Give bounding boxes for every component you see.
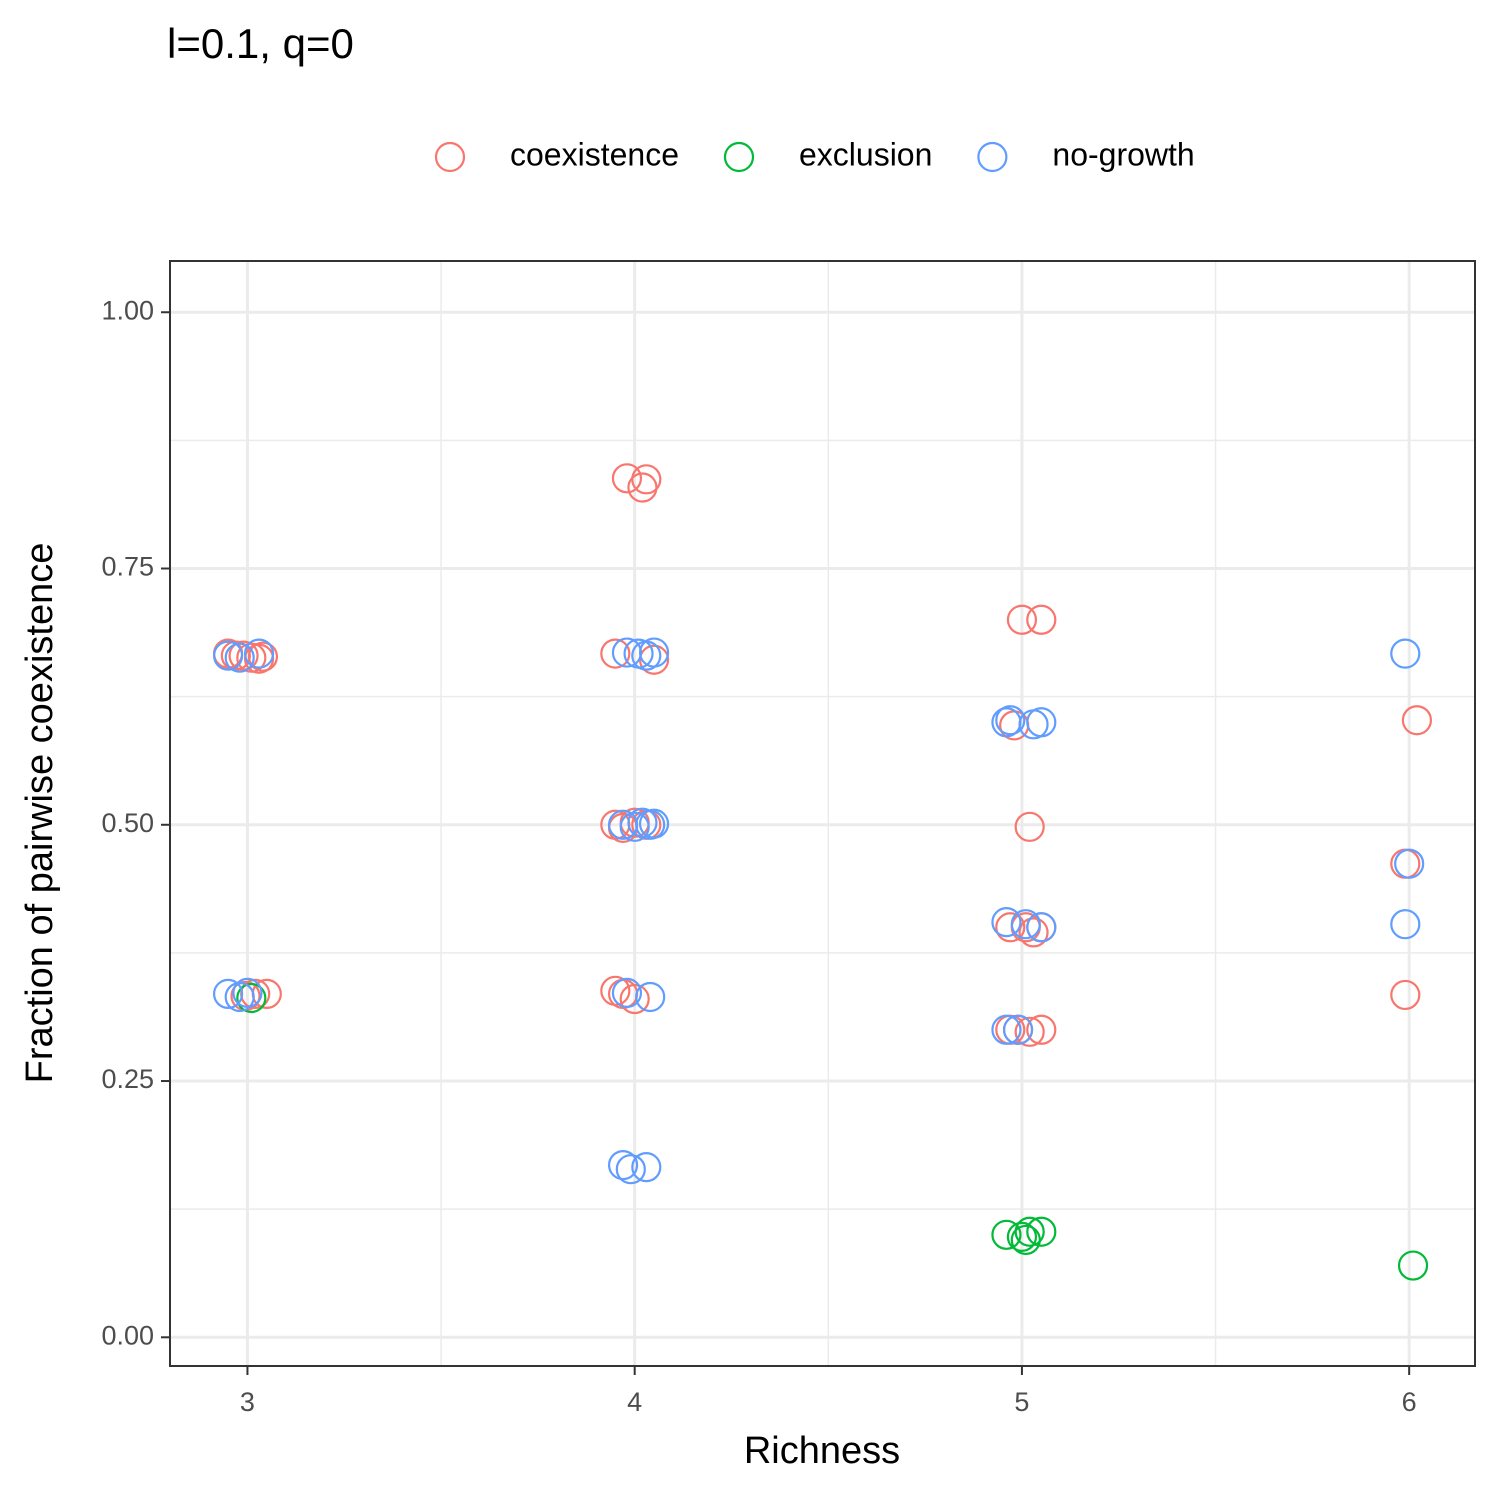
- point: [1002, 1014, 1034, 1045]
- point: [236, 642, 267, 673]
- point: [1390, 909, 1421, 940]
- x-tick-label: 6: [1402, 1387, 1417, 1417]
- point: [224, 642, 255, 673]
- point: [1026, 604, 1057, 635]
- point: [1006, 604, 1038, 635]
- point: [1026, 707, 1057, 738]
- point: [212, 978, 244, 1010]
- point: [1010, 1224, 1041, 1256]
- x-tick-label: 3: [240, 1387, 255, 1417]
- point: [991, 1219, 1022, 1250]
- point: [638, 808, 670, 839]
- point: [212, 640, 244, 671]
- y-axis-label: Fraction of pairwise coexistence: [19, 543, 61, 1084]
- point: [1014, 1016, 1045, 1047]
- point: [607, 1149, 639, 1181]
- y-tick-label: 1.00: [101, 295, 154, 325]
- point: [247, 641, 279, 672]
- y-tick-label: 0.50: [101, 808, 154, 838]
- point: [631, 1152, 662, 1183]
- point: [1026, 1216, 1057, 1247]
- point: [995, 912, 1026, 943]
- point: [619, 983, 650, 1015]
- x-tick-label: 5: [1014, 1387, 1029, 1417]
- point: [1014, 811, 1045, 842]
- point: [224, 981, 255, 1013]
- x-tick-label: 4: [627, 1387, 642, 1417]
- point: [991, 907, 1022, 938]
- point: [1018, 917, 1049, 948]
- y-tick-label: 0.00: [101, 1320, 154, 1350]
- point: [991, 1014, 1022, 1045]
- point: [611, 977, 643, 1008]
- panel-border: [169, 260, 1476, 1367]
- point: [638, 637, 670, 668]
- legend-label: exclusion: [799, 136, 932, 172]
- x-axis-label: Richness: [744, 1430, 900, 1472]
- point: [615, 1154, 646, 1185]
- legend-label: no-growth: [1052, 136, 1194, 172]
- point: [1397, 1250, 1429, 1281]
- legend-marker: [434, 141, 466, 173]
- point: [232, 977, 263, 1008]
- point: [1026, 912, 1057, 943]
- y-tick-label: 0.25: [101, 1064, 154, 1094]
- point: [627, 472, 658, 503]
- point: [619, 811, 650, 842]
- legend-marker: [977, 141, 1008, 173]
- point: [600, 638, 631, 669]
- chart-title: l=0.1, q=0: [167, 20, 354, 67]
- point: [1026, 1014, 1057, 1045]
- point: [1006, 1221, 1038, 1252]
- point: [1390, 979, 1421, 1011]
- point: [1390, 638, 1421, 669]
- point: [611, 463, 643, 494]
- point: [635, 981, 666, 1013]
- legend-marker: [723, 141, 755, 173]
- point: [1401, 705, 1433, 736]
- point: [1010, 909, 1041, 940]
- y-tick-label: 0.75: [101, 552, 154, 582]
- point: [243, 638, 275, 669]
- legend-label: coexistence: [510, 136, 679, 172]
- point: [995, 705, 1026, 736]
- point: [1394, 848, 1425, 879]
- point: [236, 982, 267, 1014]
